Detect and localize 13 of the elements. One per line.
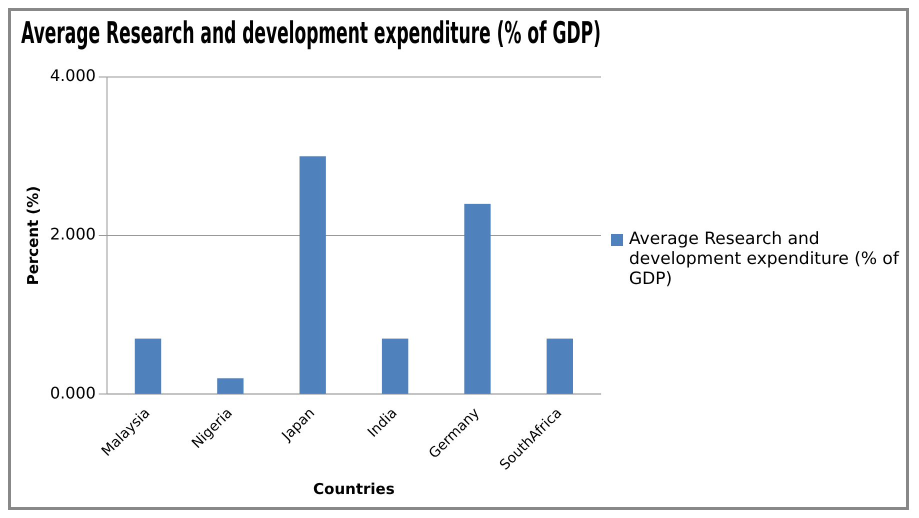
chart-title: Average Research and development expenditure (% of GDP): [21, 14, 601, 50]
bar: [300, 156, 326, 394]
bar: [546, 338, 573, 394]
bar: [134, 338, 162, 394]
y-tick-label: 4.000: [50, 66, 96, 86]
y-axis-title: Percent (%): [24, 186, 42, 286]
x-axis-title: Countries: [313, 480, 395, 498]
bar: [464, 204, 491, 394]
y-tick-label: 2.000: [50, 224, 96, 244]
legend-label: Average Research and development expenditure (% of GDP): [629, 229, 900, 289]
bar: [382, 338, 408, 394]
y-tick-label: 0.000: [50, 383, 96, 402]
bar: [217, 378, 244, 394]
